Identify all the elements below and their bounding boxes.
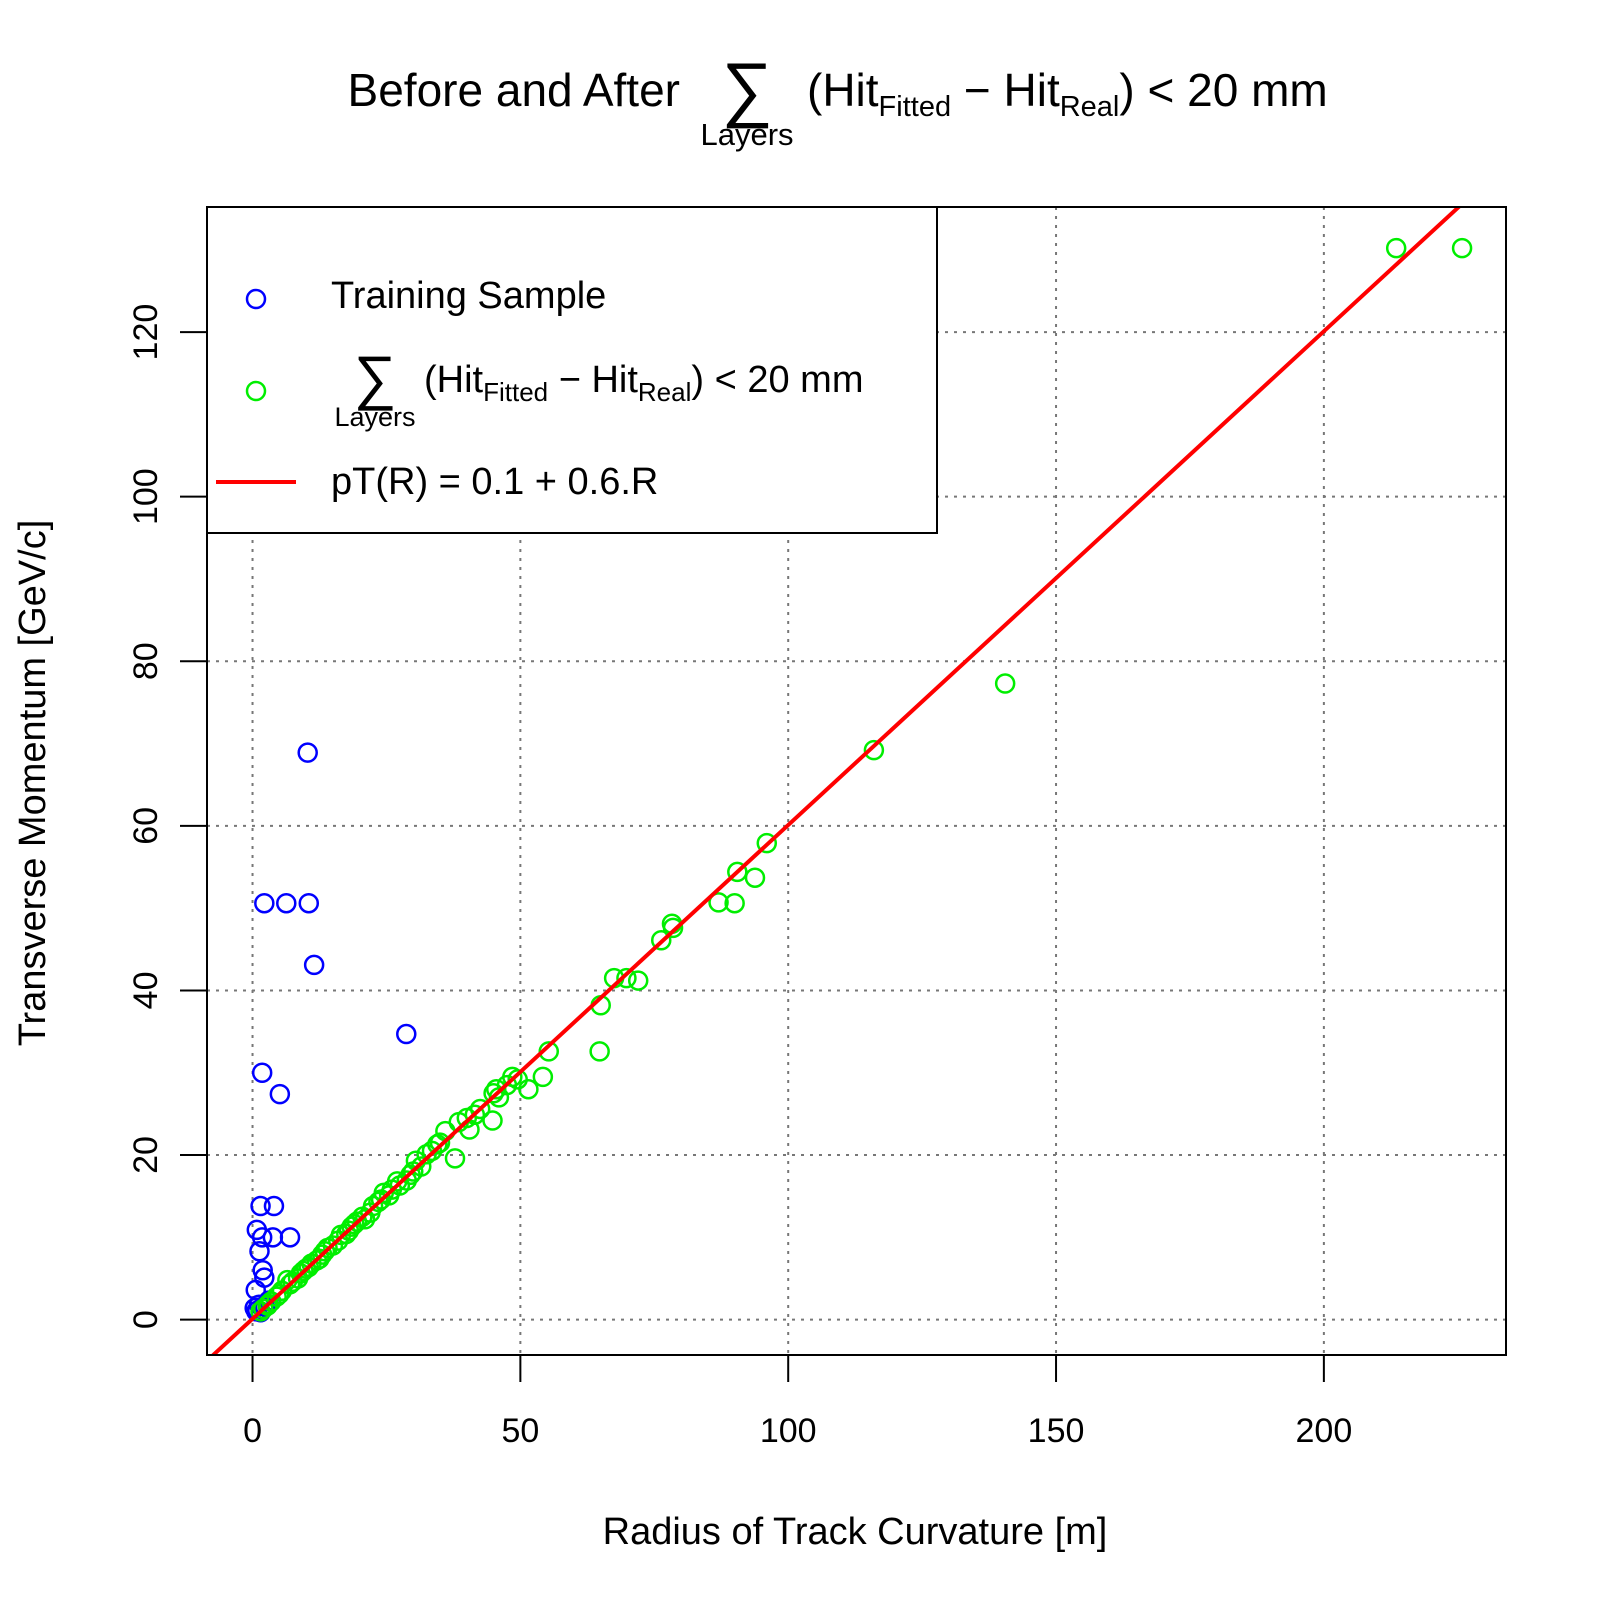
data-point (258, 1293, 279, 1315)
data-point (262, 1227, 284, 1248)
series-selected-tracks (250, 237, 1473, 1322)
y-tick-label: 100 (127, 468, 165, 525)
fit-line (210, 207, 1462, 1355)
data-point (250, 1195, 271, 1217)
data-point (402, 1161, 424, 1182)
data-point (1451, 237, 1473, 259)
data-point (507, 1069, 528, 1090)
fit-line-layer (210, 207, 1462, 1355)
data-point (360, 1202, 381, 1223)
data-point (400, 1164, 421, 1186)
legend-close: ) < 20 mm (691, 359, 863, 401)
data-point (616, 967, 637, 989)
legend-sub-real: Real (638, 377, 691, 407)
data-point (295, 1258, 317, 1279)
data-point (627, 970, 649, 991)
data-point (249, 1241, 270, 1262)
data-point (269, 1083, 291, 1105)
legend-marker-training (245, 288, 267, 310)
data-point (344, 1213, 365, 1235)
data-point (756, 832, 778, 854)
legend-sum-under: Layers (334, 402, 415, 432)
data-point (464, 1104, 486, 1125)
x-tick-label: 0 (243, 1412, 262, 1450)
y-tick-label: 120 (127, 304, 165, 361)
y-axis-title: Transverse Momentum [GeV/c] (12, 520, 54, 1047)
title-expression: (HitFitted − HitReal) < 20 mm (807, 64, 1328, 123)
legend-open: (Hit (424, 359, 484, 401)
y-tick-label: 40 (127, 972, 165, 1010)
y-tick-label: 60 (127, 807, 165, 845)
data-point (297, 742, 318, 763)
data-point (396, 1023, 417, 1045)
data-point (311, 1244, 333, 1265)
data-point (482, 1110, 503, 1131)
data-point (298, 892, 320, 914)
x-tick-label: 150 (1028, 1412, 1085, 1450)
data-point (252, 1259, 273, 1281)
title-sub-fitted: Fitted (879, 91, 952, 123)
data-point (327, 1230, 349, 1251)
x-tick-label: 200 (1296, 1412, 1353, 1450)
legend-minus: − Hit (548, 359, 638, 401)
data-point (341, 1216, 362, 1237)
data-point (662, 917, 684, 939)
legend-marker-selected (245, 380, 267, 402)
data-point (1385, 237, 1407, 259)
legend-label-selected: (HitFitted − HitReal) < 20 mm (424, 359, 863, 407)
legend-sub-fitted: Fitted (483, 377, 548, 407)
data-point (373, 1182, 395, 1204)
legend-box (206, 206, 938, 534)
y-tick-label: 0 (127, 1310, 165, 1329)
data-points (244, 237, 1473, 1323)
legend-label-fit: pT(R) = 0.1 + 0.6.R (331, 461, 658, 503)
x-tick-label: 100 (760, 1412, 817, 1450)
data-point (252, 1298, 274, 1320)
data-point (254, 892, 275, 914)
y-tick-label: 20 (127, 1136, 165, 1174)
title-sum-symbol: ∑ (721, 49, 772, 129)
title-close: ) < 20 mm (1119, 64, 1327, 116)
y-tick-label: 80 (127, 642, 165, 680)
title-sub-real: Real (1060, 91, 1120, 123)
x-tick-label: 50 (501, 1412, 539, 1450)
data-point (303, 954, 325, 976)
data-point (532, 1066, 554, 1088)
y-axis: 0 20 40 60 80 100 120 (127, 304, 208, 1329)
chart-title: Before and After ∑ Layers (HitFitted − H… (348, 49, 1328, 152)
data-point (429, 1132, 451, 1153)
data-point (483, 1083, 504, 1104)
data-point (251, 1227, 273, 1248)
data-point (724, 892, 745, 914)
data-point (727, 861, 748, 883)
data-point (279, 1227, 301, 1248)
legend-label-training: Training Sample (331, 275, 606, 317)
data-point (863, 739, 885, 761)
data-point (309, 1248, 330, 1269)
legend: Training Sample ∑ Layers (HitFitted − Hi… (206, 206, 938, 534)
data-point (251, 1062, 273, 1083)
data-point (589, 1041, 610, 1062)
title-open: (Hit (807, 64, 879, 116)
title-sum-under: Layers (700, 117, 793, 152)
data-point (486, 1078, 507, 1100)
x-axis: 0 50 100 150 200 (243, 1354, 1353, 1450)
data-point (293, 1260, 314, 1282)
x-axis-title: Radius of Track Curvature [m] (603, 1511, 1108, 1553)
data-point (994, 673, 1016, 694)
data-point (444, 1148, 466, 1169)
legend-sum-symbol: ∑ (354, 344, 397, 411)
data-point (276, 892, 297, 914)
title-prefix: Before and After (348, 64, 680, 116)
title-minus: − Hit (951, 64, 1060, 116)
data-point (650, 929, 672, 951)
data-point (263, 1195, 285, 1217)
data-point (708, 892, 729, 913)
data-point (518, 1078, 539, 1100)
data-point (744, 867, 766, 888)
